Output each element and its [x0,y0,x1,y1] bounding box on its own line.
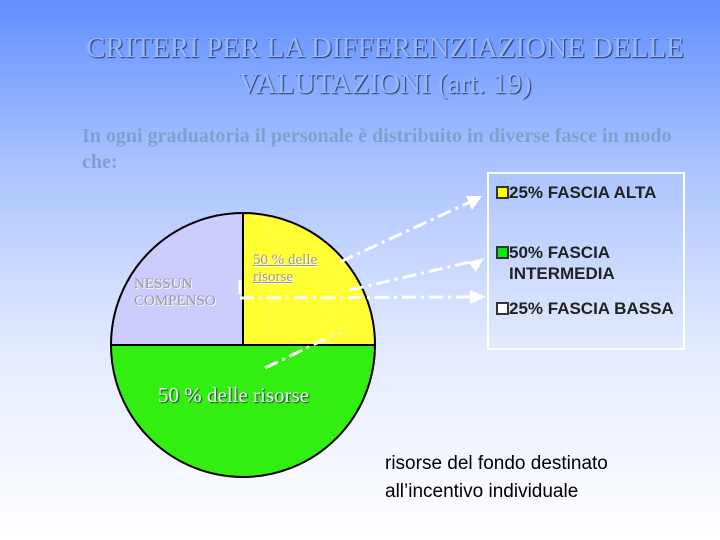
legend-label: 50% FASCIA INTERMEDIA [509,243,615,283]
pie-slice [242,211,377,346]
arrows [238,200,471,370]
slide-title: CRITERI PER LA DIFFERENZIAZIONE DELLE VA… [86,32,684,100]
slices [109,211,377,478]
legend-label: 25% FASCIA ALTA [509,183,657,202]
legend-item: 25% FASCIA ALTA [496,182,684,203]
pie-slice [109,211,244,346]
legend-swatch [496,302,509,315]
slice-label: 50 % delle risorse [158,383,310,407]
arrow-heads [466,196,486,304]
pie-slice [109,344,377,478]
legend-swatch [496,186,509,199]
slice-label: 50 % delle risorse [253,252,318,285]
legend-item: 50% FASCIA INTERMEDIA [496,242,684,284]
legend-item: 25% FASCIA BASSA [496,298,684,319]
body-text: In ogni graduatoria il personale è distr… [82,125,672,173]
slice-label: NESSUN COMPENSO [134,276,216,309]
legend-swatch [496,246,509,259]
legend-box: 25% FASCIA ALTA 50% FASCIA INTERMEDIA 25% … [487,172,685,350]
note: risorse del fondo destinato all’incentiv… [385,453,608,502]
legend-label: 25% FASCIA BASSA [509,299,674,318]
